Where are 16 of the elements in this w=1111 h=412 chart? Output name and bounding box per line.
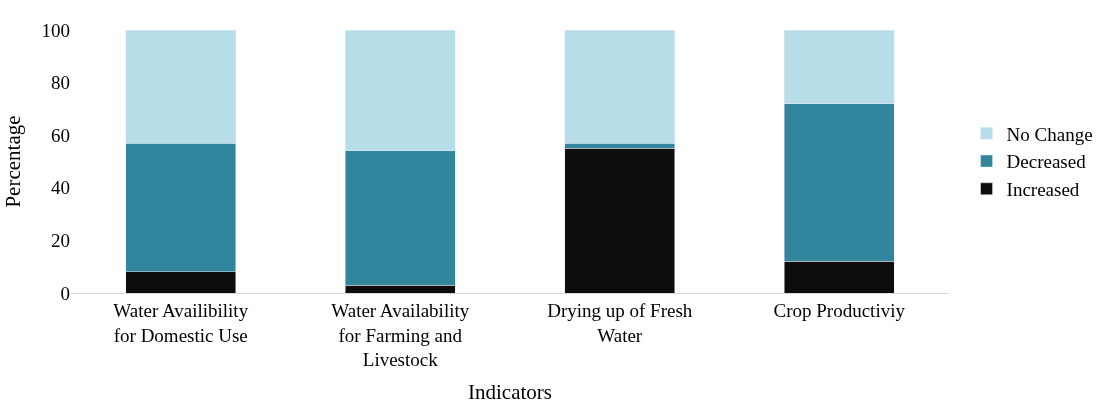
y-axis-title: Percentage: [0, 115, 25, 208]
y-tick-label: 100: [41, 19, 70, 41]
legend-label: Decreased: [1006, 151, 1087, 173]
legend-label: No Change: [1006, 123, 1093, 145]
x-tick-label: Water Availability for Farming and Livestock: [331, 299, 470, 371]
x-tick-label: Drying up of Fresh Water: [547, 299, 693, 346]
y-tick-label: 80: [51, 72, 70, 94]
x-tick-label: Crop Productiviy: [773, 299, 906, 321]
y-tick-label: 40: [51, 177, 70, 199]
y-tick-label: 0: [60, 282, 70, 304]
y-tick-label: 60: [51, 124, 70, 146]
x-axis-title: Indicators: [468, 380, 552, 405]
x-tick-label: Water Availibility for Domestic Use: [113, 299, 249, 346]
legend-label: Increased: [1006, 179, 1080, 201]
bar: [564, 148, 675, 293]
y-tick-label: 20: [51, 230, 70, 252]
